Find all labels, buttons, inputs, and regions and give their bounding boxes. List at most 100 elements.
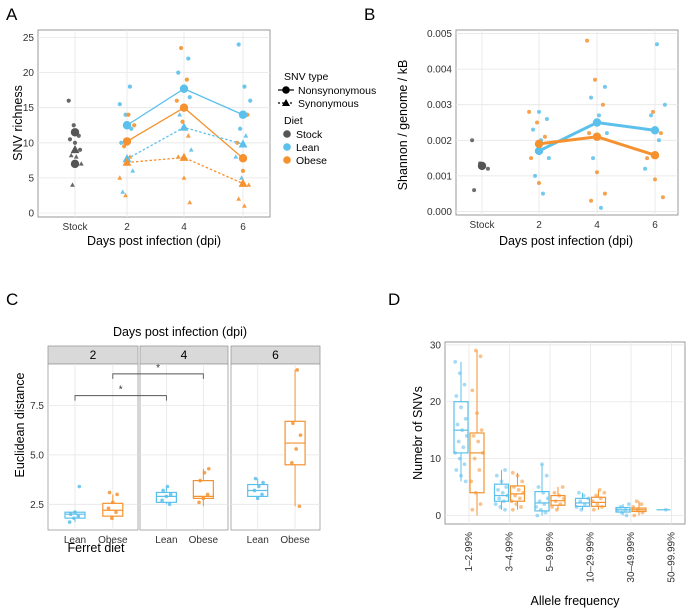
data-point-d (577, 490, 581, 495)
data-point-a (77, 147, 83, 152)
panel-label-a: A (6, 5, 18, 24)
data-point-a (117, 102, 122, 107)
data-point-c (197, 500, 201, 505)
data-point-a (127, 84, 132, 89)
legend-item-nonsynonymous: Nonsynonymous (298, 85, 376, 97)
data-point-d (500, 490, 505, 495)
mean-point-a (179, 152, 189, 161)
plot-area-b (455, 29, 679, 216)
data-point-b (529, 156, 534, 161)
x-tick-label-d: 3–4.99% (505, 532, 516, 572)
data-point-d (594, 493, 599, 498)
legend-dot-stock (283, 130, 291, 138)
x-tick-label-b: 6 (652, 220, 658, 231)
data-point-d (503, 507, 507, 512)
data-point-c (297, 504, 302, 509)
mean-point-a (70, 159, 80, 169)
legend-dot-lean (283, 143, 291, 151)
data-point-d (550, 505, 555, 509)
data-point-d (462, 382, 467, 387)
data-point-d (472, 456, 477, 461)
data-point-d (542, 502, 547, 506)
data-point-b (540, 191, 545, 196)
data-point-a (243, 133, 249, 138)
data-point-a (239, 175, 244, 180)
x-axis-label-b: Days post infection (dpi) (499, 234, 633, 248)
data-point-d (626, 502, 631, 506)
data-point-d (538, 507, 543, 512)
data-point-b (527, 109, 532, 114)
mean-point-b (650, 151, 660, 160)
legend-item-stock: Stock (296, 129, 323, 141)
data-point-a (123, 192, 128, 198)
data-point-d (478, 502, 483, 506)
data-point-a (126, 112, 131, 117)
mean-point-a (179, 84, 189, 93)
data-point-d (517, 496, 522, 501)
data-point-c (260, 492, 264, 497)
data-point-d (600, 505, 604, 509)
data-point-d (459, 473, 463, 478)
data-point-b (544, 116, 549, 121)
data-point-d (473, 348, 478, 353)
data-point-d (623, 507, 628, 512)
data-point-c (167, 502, 172, 507)
x-tick-label-c: Lean (247, 535, 269, 546)
y-tick-label-b: 0.000 (427, 207, 452, 218)
y-tick-label-a: 25 (23, 33, 35, 44)
data-point-d (512, 485, 516, 489)
legend-dot-obese (283, 156, 291, 164)
y-tick-label-d: 10 (430, 454, 442, 465)
data-point-c (198, 478, 202, 483)
data-point-c (114, 510, 118, 515)
mean-point-b (592, 118, 602, 127)
data-point-d (454, 468, 459, 472)
y-tick-label-b: 0.004 (427, 65, 452, 76)
data-point-d (590, 499, 595, 504)
significance-bracket (112, 373, 204, 379)
data-point-d (503, 468, 507, 472)
data-point-d (558, 502, 563, 506)
mean-point-a (122, 137, 132, 146)
data-point-c (294, 447, 298, 451)
data-point-d (497, 496, 502, 501)
x-tick-label-c: Obese (98, 535, 128, 546)
data-point-d (509, 499, 514, 504)
data-point-d (595, 502, 600, 506)
data-point-b (587, 131, 592, 136)
data-point-d (552, 490, 557, 495)
data-point-d (471, 433, 476, 438)
data-point-b (591, 156, 596, 161)
legend-circle-icon (282, 86, 290, 94)
data-point-d (635, 507, 640, 512)
data-point-d (461, 445, 466, 450)
data-point-a (72, 140, 78, 145)
y-axis-label-c: Euclidean distance (13, 372, 27, 477)
data-point-a (70, 182, 75, 187)
y-tick-label-d: 0 (435, 511, 441, 522)
data-point-b (589, 95, 594, 100)
data-point-d (597, 487, 602, 492)
mean-point-a (238, 178, 248, 187)
data-point-b (649, 113, 654, 118)
data-point-d (457, 456, 462, 461)
data-point-c (72, 516, 76, 520)
data-point-a (179, 45, 184, 51)
data-point-a (120, 189, 126, 194)
significance-label: * (156, 363, 160, 374)
y-tick-label-a: 20 (23, 68, 35, 79)
data-point-a (71, 123, 76, 128)
data-point-c (253, 476, 258, 481)
data-point-d (578, 499, 583, 504)
mean-point-b (650, 126, 660, 135)
data-point-d (516, 487, 521, 492)
significance-label: * (119, 385, 123, 396)
facet-panel (139, 363, 229, 531)
data-point-b (542, 134, 547, 139)
data-point-d (544, 473, 549, 478)
data-point-a (242, 203, 247, 208)
data-point-c (252, 488, 257, 493)
y-tick-label-a: 0 (28, 209, 34, 220)
box-c (192, 479, 214, 499)
x-tick-label-c: Lean (155, 535, 177, 546)
